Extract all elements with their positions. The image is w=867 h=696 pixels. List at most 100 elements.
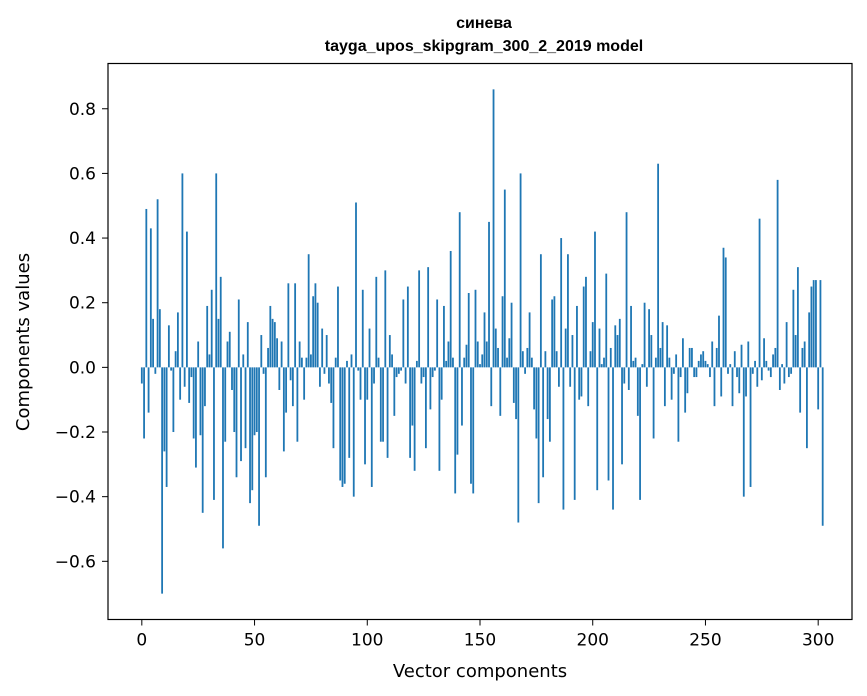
bar-129 — [431, 367, 434, 378]
chart-title-line2: tayga_upos_skipgram_300_2_2019 model — [325, 38, 643, 55]
bar-253 — [711, 341, 714, 368]
bar-299 — [815, 280, 817, 368]
x-tick-label-150: 150 — [464, 631, 496, 651]
bar-288 — [790, 367, 793, 374]
bar-182 — [551, 299, 554, 368]
bar-220 — [636, 367, 639, 416]
bar-122 — [415, 360, 418, 368]
bar-223 — [643, 302, 646, 368]
bar-19 — [183, 367, 186, 387]
bar-191 — [571, 335, 574, 368]
bar-263 — [733, 351, 736, 368]
x-tick-label-300: 300 — [802, 631, 834, 651]
bar-64 — [285, 367, 288, 413]
bar-256 — [718, 315, 720, 368]
bar-248 — [700, 354, 702, 368]
bar-251 — [706, 364, 709, 368]
bar-118 — [406, 286, 409, 368]
bar-272 — [754, 360, 756, 368]
bar-series — [140, 89, 824, 594]
bar-246 — [695, 367, 698, 378]
bar-257 — [720, 367, 723, 397]
bar-66 — [289, 367, 292, 381]
bar-270 — [749, 367, 752, 487]
bar-245 — [693, 367, 696, 378]
bar-138 — [452, 357, 454, 368]
bar-88 — [339, 367, 342, 481]
bar-94 — [352, 367, 355, 497]
bar-297 — [810, 286, 813, 368]
bar-109 — [386, 367, 389, 458]
bar-44 — [240, 367, 242, 462]
bar-226 — [650, 335, 653, 368]
bar-209 — [612, 367, 614, 510]
bar-48 — [249, 367, 251, 504]
bar-216 — [627, 367, 630, 390]
bar-181 — [548, 367, 551, 442]
bar-278 — [767, 367, 770, 371]
bar-185 — [558, 367, 560, 387]
bar-83 — [328, 367, 330, 384]
bar-225 — [648, 309, 650, 368]
bar-55 — [264, 367, 267, 478]
bar-20 — [186, 231, 188, 368]
bar-161 — [503, 189, 506, 368]
bar-156 — [492, 89, 495, 368]
bar-69 — [296, 367, 299, 442]
bar-258 — [722, 247, 725, 368]
bar-231 — [661, 322, 664, 368]
bar-56 — [267, 347, 269, 368]
bar-34 — [217, 318, 220, 368]
y-tick-label-3: 0.0 — [69, 358, 96, 378]
bar-208 — [609, 347, 612, 368]
bar-206 — [605, 273, 608, 368]
y-tick-label-0: −0.6 — [55, 552, 96, 572]
bar-173 — [530, 357, 533, 368]
bar-240 — [682, 338, 684, 368]
bar-91 — [346, 360, 348, 368]
bar-87 — [337, 286, 339, 368]
bar-57 — [269, 305, 272, 368]
bar-259 — [724, 257, 727, 368]
bar-244 — [691, 347, 693, 368]
bar-16 — [176, 312, 179, 368]
bar-214 — [623, 367, 626, 384]
bar-201 — [594, 231, 596, 368]
bar-151 — [481, 354, 484, 368]
bar-227 — [652, 367, 655, 439]
bar-120 — [411, 367, 414, 426]
bar-238 — [677, 367, 680, 442]
bar-294 — [803, 341, 806, 368]
bar-184 — [555, 351, 558, 368]
bar-105 — [377, 357, 380, 368]
bar-162 — [506, 357, 508, 368]
bar-280 — [772, 354, 774, 368]
bar-203 — [598, 328, 601, 368]
x-tick-label-0: 0 — [136, 631, 147, 651]
bar-236 — [672, 367, 675, 374]
bar-59 — [273, 322, 276, 368]
bar-54 — [262, 367, 265, 374]
bar-27 — [201, 367, 204, 513]
x-axis-label: Vector components — [393, 661, 567, 682]
bar-230 — [659, 347, 662, 368]
bar-133 — [440, 367, 443, 400]
bar-234 — [668, 357, 671, 368]
bar-85 — [332, 367, 335, 449]
bar-81 — [323, 367, 326, 374]
bar-107 — [382, 367, 384, 442]
plot-frame — [107, 62, 853, 621]
bar-73 — [305, 357, 308, 368]
bar-11 — [165, 367, 168, 487]
bar-149 — [476, 341, 479, 368]
bar-217 — [630, 305, 632, 368]
bar-103 — [373, 367, 375, 384]
bar-3 — [147, 367, 150, 413]
bar-131 — [436, 299, 439, 368]
bar-28 — [204, 367, 206, 407]
bar-189 — [567, 254, 569, 368]
bar-6 — [154, 367, 157, 374]
bar-130 — [434, 367, 436, 371]
bar-289 — [792, 289, 795, 368]
